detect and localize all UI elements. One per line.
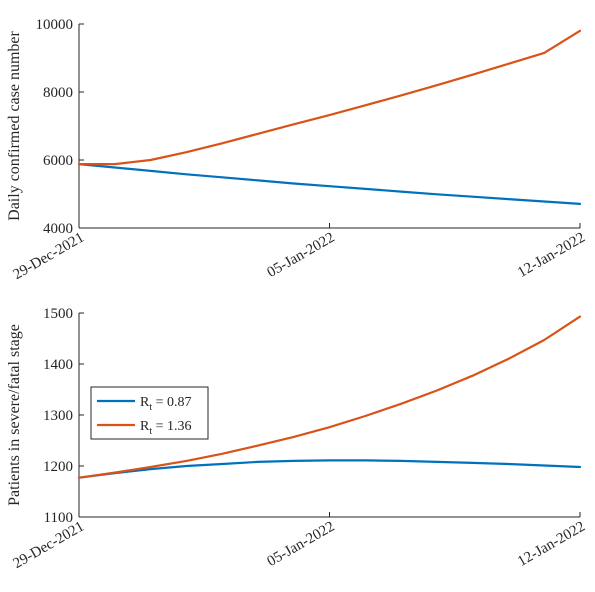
y-tick-label: 4000 bbox=[43, 221, 73, 237]
legend-label-symbol: R bbox=[140, 395, 150, 410]
y-tick-label: 10000 bbox=[36, 17, 74, 33]
y-tick-label: 1100 bbox=[44, 510, 73, 526]
y-axis-title: Patients in severe/fatal stage bbox=[6, 324, 23, 506]
legend-item-2: Rt = 1.36 bbox=[97, 419, 192, 437]
legend-label: Rt = 0.87 bbox=[140, 395, 192, 413]
series-line-2 bbox=[77, 315, 582, 479]
legend-label-symbol: R bbox=[140, 419, 150, 434]
y-tick-label: 6000 bbox=[43, 153, 73, 169]
y-tick-label: 1200 bbox=[43, 459, 73, 475]
y-tick-label: 8000 bbox=[43, 85, 73, 101]
legend-label-value: = 1.36 bbox=[152, 419, 191, 434]
legend-item-1: Rt = 0.87 bbox=[97, 395, 192, 413]
series-line-1 bbox=[77, 163, 582, 205]
y-tick-label: 1300 bbox=[43, 408, 73, 424]
series-line-2 bbox=[77, 29, 582, 166]
y-tick-label: 1400 bbox=[43, 357, 73, 373]
y-tick-label: 1500 bbox=[43, 306, 73, 322]
legend-label-subscript: t bbox=[149, 402, 152, 413]
legend-label: Rt = 1.36 bbox=[140, 419, 192, 437]
y-axis-title: Daily confirmed case number bbox=[6, 30, 23, 220]
series-line-1 bbox=[77, 459, 582, 479]
legend-box bbox=[90, 386, 209, 440]
legend-label-subscript: t bbox=[149, 426, 152, 437]
legend-label-value: = 0.87 bbox=[152, 395, 191, 410]
